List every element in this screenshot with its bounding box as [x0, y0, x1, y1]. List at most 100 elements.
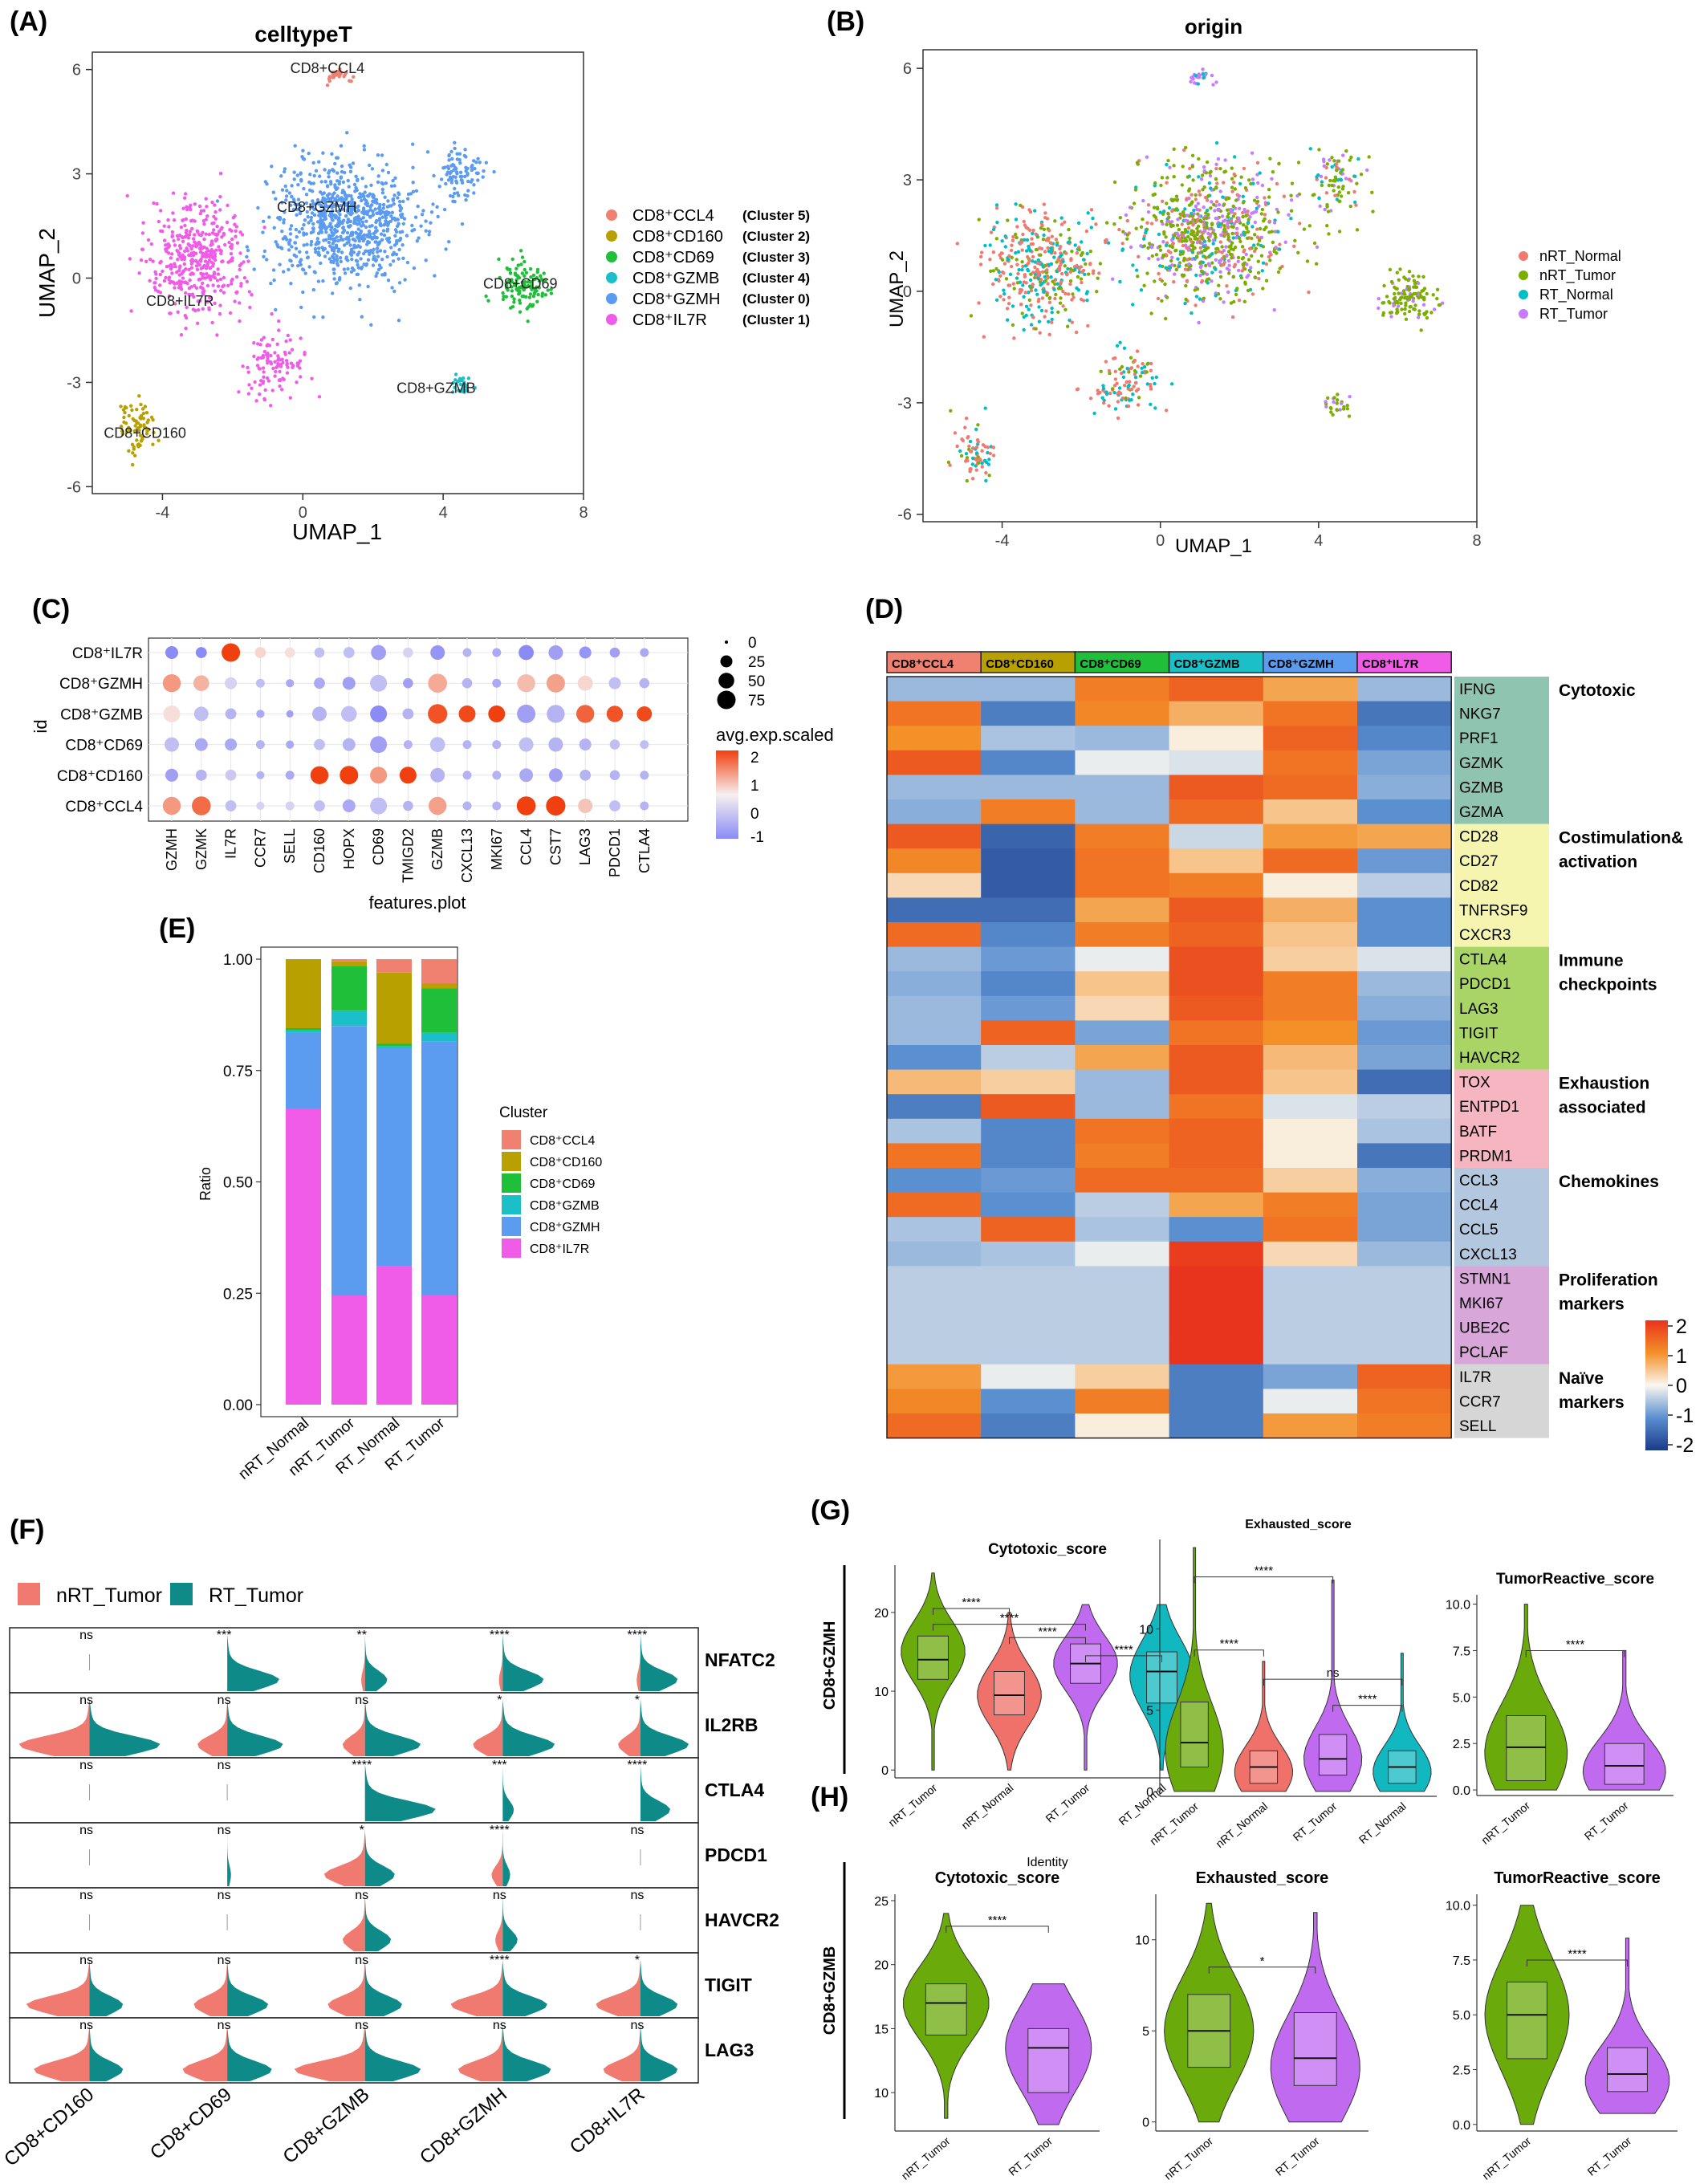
umap-point [980, 461, 984, 466]
umap-point [1296, 250, 1300, 254]
umap-point [391, 259, 396, 263]
umap-point [1042, 233, 1046, 238]
umap-point [239, 284, 243, 288]
umap-point [322, 211, 326, 215]
split-violin-right-half [502, 1699, 555, 1756]
split-violin-right-half [89, 1959, 124, 2016]
stacked-bar-segment [286, 959, 321, 1028]
umap-y-tick-label: 6 [903, 60, 912, 78]
umap-point [1332, 189, 1336, 193]
umap-point [1156, 257, 1161, 262]
heatmap-group-label: Exhaustion [1559, 1075, 1649, 1093]
heatmap-column-header-label: CD8⁺CCL4 [892, 657, 954, 671]
umap-point [311, 226, 315, 230]
umap-point [478, 161, 482, 165]
heatmap-cell [1075, 824, 1170, 849]
umap-point [1145, 362, 1149, 366]
stacked-bar-segment [376, 1046, 412, 1048]
umap-point [355, 272, 359, 277]
umap-point [1141, 362, 1145, 366]
dotplot-col-label: HOPX [341, 828, 357, 869]
umap-point [1246, 220, 1250, 225]
heatmap-cell [1263, 1413, 1358, 1439]
umap-point [1311, 193, 1316, 197]
umap-point [284, 194, 289, 198]
umap-point [177, 244, 182, 248]
umap-point [193, 258, 198, 262]
umap-point [1408, 295, 1412, 299]
umap-point [1256, 259, 1261, 263]
umap-point [171, 191, 176, 195]
umap-point [347, 225, 352, 229]
umap-point [317, 246, 321, 250]
umap-point [1039, 226, 1043, 230]
umap-point [1226, 250, 1231, 254]
umap-point [982, 335, 986, 339]
dotplot-dots [162, 643, 653, 816]
umap-point [1050, 306, 1054, 311]
umap-point [1205, 216, 1209, 221]
umap-point [1112, 180, 1117, 185]
umap-point [453, 372, 458, 376]
umap-point [1251, 210, 1256, 214]
umap-point [319, 214, 323, 218]
umap-point [337, 247, 341, 251]
umap-point [336, 263, 340, 267]
heatmap-row-label: IFNG [1459, 681, 1495, 698]
umap-x-tick-label: -4 [995, 532, 1010, 550]
umap-point [1233, 155, 1237, 159]
dotplot-dot [165, 646, 178, 659]
umap-point [1063, 220, 1067, 224]
umap-point [364, 185, 368, 189]
umap-point [965, 417, 969, 421]
umap-point [309, 230, 313, 235]
stacked-bar-segment [286, 1028, 321, 1031]
umap-point [1339, 171, 1343, 175]
umap-point [528, 266, 533, 271]
umap-point [128, 257, 132, 261]
heatmap-cell [1169, 848, 1264, 874]
umap-point [1059, 262, 1063, 266]
umap-point [1393, 291, 1397, 296]
umap-point [173, 243, 177, 247]
umap-point [262, 375, 266, 379]
umap-point [960, 437, 964, 441]
umap-point [1073, 243, 1077, 247]
umap-point [1356, 157, 1360, 161]
umap-point [336, 224, 340, 229]
umap-point [323, 199, 327, 204]
umap-point [450, 163, 455, 167]
umap-point [300, 267, 305, 271]
umap-point [450, 157, 454, 161]
umap-point [170, 271, 174, 275]
violin-y-tick-label: 0 [1142, 2117, 1149, 2130]
umap-point [451, 175, 456, 179]
umap-point [530, 285, 534, 289]
umap-point [1185, 246, 1189, 250]
umap-point [1163, 282, 1167, 287]
umap-point [1253, 220, 1258, 225]
umap-point [270, 388, 274, 392]
umap-point [1185, 230, 1190, 234]
umap-point [385, 254, 389, 259]
violin-significance-bracket [1194, 1576, 1334, 1584]
split-violin-significance: **** [352, 1759, 372, 1772]
umap-point [1267, 254, 1271, 259]
umap-point [540, 291, 545, 295]
umap-point [185, 246, 189, 250]
umap-point [1371, 209, 1375, 214]
umap-point [414, 189, 419, 193]
umap-point [350, 230, 355, 234]
umap-point [1084, 229, 1089, 234]
umap-point [984, 470, 988, 475]
umap-point [1050, 320, 1054, 324]
split-violin-significance: ns [79, 1759, 93, 1772]
umap-point [288, 338, 292, 342]
umap-point [995, 220, 999, 225]
umap-point [401, 243, 405, 247]
umap-point [1393, 295, 1397, 300]
umap-point [1151, 193, 1155, 197]
umap-point [1256, 270, 1261, 275]
umap-point [349, 247, 354, 251]
umap-point [1395, 311, 1399, 315]
